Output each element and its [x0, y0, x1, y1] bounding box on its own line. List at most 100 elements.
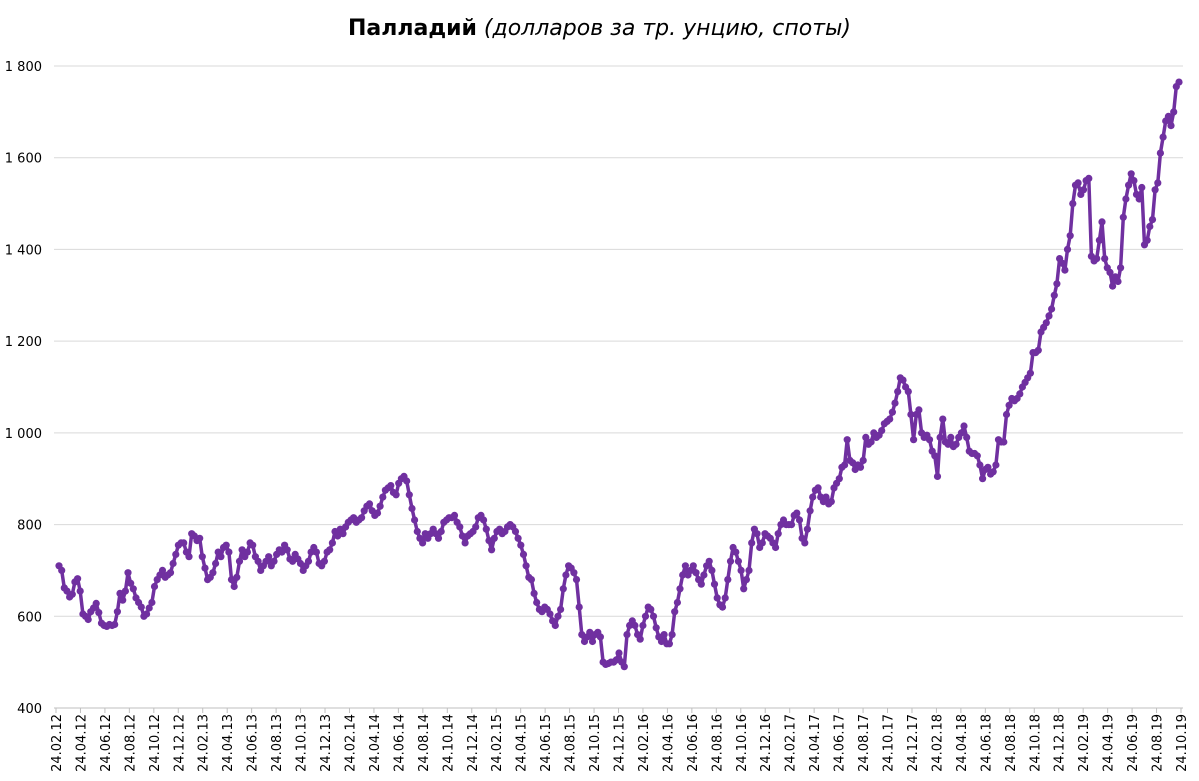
data-point: [557, 605, 565, 614]
x-tick-label: 24.10.13: [295, 714, 310, 772]
data-point: [365, 500, 374, 508]
data-point: [1063, 245, 1072, 253]
data-point: [843, 436, 851, 444]
data-point: [185, 553, 193, 561]
data-point: [1143, 236, 1151, 244]
data-point: [793, 509, 801, 517]
data-point: [708, 566, 716, 575]
data-point: [737, 566, 745, 575]
x-tick-label: 24.02.13: [197, 714, 212, 772]
x-tick-label: 24.12.13: [319, 714, 334, 772]
data-point: [745, 566, 753, 575]
data-point: [989, 468, 997, 476]
data-point: [392, 491, 400, 499]
data-point: [1058, 259, 1066, 267]
data-point: [1061, 266, 1069, 274]
x-tick-label: 24.10.12: [148, 714, 163, 772]
data-point: [668, 631, 676, 639]
data-point: [952, 440, 960, 448]
data-point: [631, 621, 639, 630]
data-point: [641, 612, 650, 620]
data-point: [1093, 255, 1101, 263]
data-point: [111, 620, 119, 629]
x-tick-label: 24.06.12: [99, 714, 114, 772]
data-point: [198, 553, 206, 561]
data-point: [1042, 319, 1050, 327]
data-point: [339, 530, 347, 538]
data-point: [546, 610, 554, 618]
data-point: [1167, 122, 1175, 130]
chart-title-sub: (долларов за тр. унцию, споты): [483, 16, 851, 41]
data-point: [127, 579, 135, 587]
data-point: [758, 539, 766, 547]
data-point: [116, 589, 124, 598]
x-tick-label: 24.10.18: [1028, 714, 1043, 772]
data-point: [979, 475, 987, 483]
data-point: [1098, 218, 1106, 226]
data-point: [947, 433, 955, 441]
data-point: [1170, 108, 1178, 116]
data-point: [212, 559, 220, 568]
data-point: [718, 603, 727, 611]
data-point: [145, 604, 153, 612]
data-point: [1151, 186, 1159, 194]
x-tick-label: 24.02.17: [784, 714, 799, 772]
gridlines: [54, 65, 1183, 617]
data-point: [249, 541, 257, 549]
data-point: [137, 603, 145, 611]
data-point: [721, 594, 729, 602]
x-tick-label: 24.04.15: [515, 714, 530, 772]
data-point: [891, 399, 899, 407]
data-point: [1079, 186, 1088, 194]
data-point: [899, 376, 907, 384]
data-point: [68, 590, 76, 598]
y-tick-label: 800: [17, 519, 42, 534]
data-point: [480, 516, 488, 524]
data-point: [328, 539, 336, 547]
data-point: [519, 550, 528, 559]
x-tick-label: 24.04.19: [1102, 714, 1117, 772]
data-point: [888, 408, 897, 416]
x-tick-label: 24.02.15: [490, 714, 505, 772]
x-tick-label: 24.12.18: [1053, 714, 1068, 772]
data-point: [196, 534, 204, 542]
data-point: [787, 521, 796, 529]
data-point: [1117, 264, 1125, 272]
data-point: [1053, 280, 1061, 288]
data-point: [488, 546, 496, 554]
x-tick-label: 24.12.12: [172, 714, 187, 772]
x-tick-label: 24.06.17: [833, 714, 848, 772]
data-point: [63, 587, 71, 595]
data-point: [405, 491, 413, 499]
data-point: [403, 477, 411, 485]
data-point: [235, 557, 244, 565]
data-point: [1050, 291, 1058, 299]
x-tick-label: 24.06.19: [1126, 714, 1141, 772]
data-point: [419, 539, 427, 547]
data-point: [841, 461, 849, 469]
data-point: [1005, 401, 1013, 409]
data-point: [1106, 268, 1114, 276]
data-point: [373, 509, 382, 517]
x-tick-label: 24.02.12: [50, 714, 65, 772]
data-point: [856, 463, 865, 471]
x-tick-label: 24.10.19: [1175, 714, 1190, 772]
data-point: [58, 566, 66, 575]
data-point: [960, 422, 968, 430]
data-point: [907, 410, 915, 419]
data-point: [243, 548, 251, 556]
data-point: [713, 594, 721, 602]
data-point: [408, 504, 416, 513]
data-point: [862, 433, 870, 441]
data-point: [551, 621, 559, 630]
data-point: [748, 539, 756, 547]
data-point: [533, 598, 541, 607]
data-point: [1159, 133, 1167, 141]
x-tick-label: 24.08.19: [1151, 714, 1166, 772]
data-point: [859, 456, 867, 464]
data-point: [1109, 282, 1117, 290]
data-point: [76, 587, 84, 595]
data-point: [679, 571, 687, 579]
data-point: [1135, 195, 1143, 203]
